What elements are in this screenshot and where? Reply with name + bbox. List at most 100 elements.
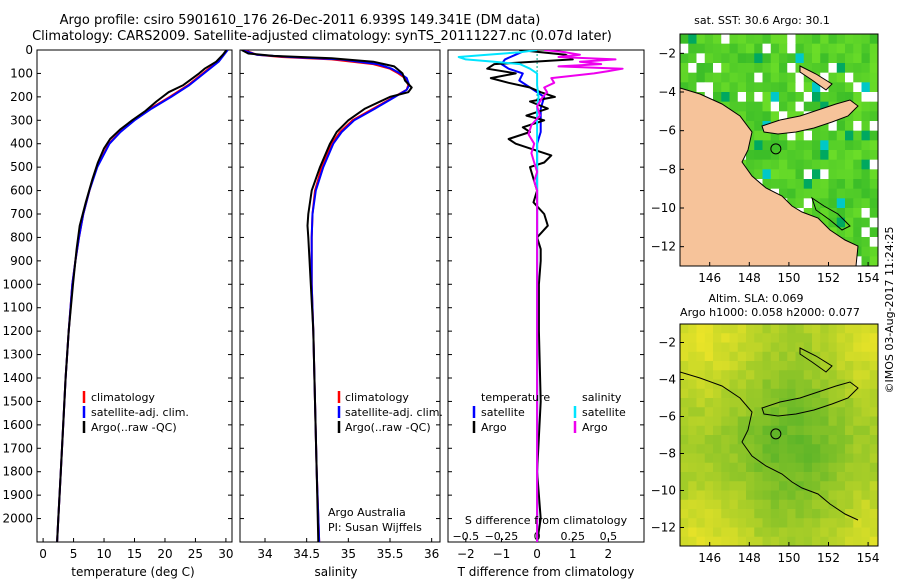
- heatmap-cell: [737, 63, 747, 74]
- heatmap-cell: [828, 342, 838, 353]
- heatmap-cell: [845, 227, 854, 238]
- heatmap-cell: [836, 92, 846, 103]
- heatmap-cell: [845, 518, 854, 528]
- heatmap-cell: [828, 72, 838, 83]
- heatmap-cell: [869, 481, 878, 491]
- sla-heatmap: [680, 324, 878, 546]
- heatmap-cell: [704, 333, 714, 343]
- heatmap-cell: [845, 416, 854, 427]
- heatmap-cell: [762, 453, 772, 464]
- heatmap-cell: [787, 499, 796, 510]
- heatmap-cell: [853, 198, 862, 209]
- heatmap-cell: [770, 34, 780, 45]
- legend-satellite-adj: satellite-adj. clim.: [91, 406, 189, 419]
- heatmap-cell: [869, 101, 878, 112]
- heatmap-cell: [845, 527, 854, 538]
- heatmap-cell: [787, 407, 796, 417]
- heatmap-cell: [869, 140, 878, 151]
- heatmap-cell: [853, 159, 862, 170]
- heatmap-cell: [869, 92, 878, 103]
- heatmap-cell: [787, 82, 796, 93]
- heatmap-cell: [803, 527, 813, 538]
- sla-map-panel: Altim. SLA: 0.069 Argo h1000: 0.058 h200…: [651, 292, 880, 565]
- heatmap-cell: [845, 208, 854, 219]
- heatmap-cell: [853, 34, 862, 45]
- heatmap-cell: [853, 527, 862, 538]
- sst-map-lat-axis: −2 −4 −6 −8 −10 −12: [651, 46, 684, 254]
- heatmap-cell: [746, 518, 755, 528]
- heatmap-cell: [704, 416, 714, 427]
- heatmap-cell: [696, 425, 706, 436]
- heatmap-cell: [746, 398, 755, 408]
- heatmap-cell: [828, 518, 838, 528]
- heatmap-cell: [845, 217, 854, 228]
- heatmap-cell: [853, 150, 862, 161]
- heatmap-cell: [795, 34, 805, 45]
- heatmap-cell: [836, 351, 846, 362]
- heatmap-cell: [696, 333, 706, 343]
- heatmap-cell: [853, 324, 862, 334]
- heatmap-cell: [721, 536, 730, 546]
- heatmap-cell: [853, 227, 862, 238]
- depth-tick-label: 1700: [2, 441, 33, 455]
- heatmap-cell: [779, 92, 788, 103]
- heatmap-cell: [845, 43, 854, 54]
- heatmap-cell: [845, 472, 854, 482]
- heatmap-cell: [869, 159, 878, 170]
- salinity-plot-frame: [239, 49, 441, 543]
- heatmap-cell: [853, 342, 862, 353]
- heatmap-cell: [861, 509, 871, 519]
- heatmap-cell: [729, 398, 739, 408]
- heatmap-cell: [853, 72, 862, 83]
- heatmap-cell: [861, 499, 871, 510]
- heatmap-cell: [754, 518, 763, 528]
- heatmap-cell: [803, 140, 813, 151]
- heatmap-cell: [680, 527, 689, 538]
- heatmap-cell: [721, 416, 730, 427]
- heatmap-cell: [704, 43, 714, 54]
- x-tick-label: 5: [70, 547, 78, 561]
- heatmap-cell: [770, 111, 780, 122]
- heatmap-cell: [803, 169, 813, 180]
- heatmap-cell: [861, 379, 871, 390]
- heatmap-cell: [770, 407, 780, 417]
- heatmap-cell: [779, 361, 788, 371]
- heatmap-cell: [762, 43, 772, 54]
- heatmap-cell: [853, 92, 862, 103]
- heatmap-cell: [746, 159, 755, 170]
- heatmap-cell: [680, 462, 689, 473]
- heatmap-cell: [795, 342, 805, 353]
- salinity-x-label: salinity: [314, 565, 357, 579]
- heatmap-cell: [762, 101, 772, 112]
- heatmap-cell: [762, 509, 772, 519]
- lon-tick-label: 146: [698, 551, 721, 565]
- heatmap-cell: [680, 342, 689, 353]
- heatmap-cell: [845, 536, 854, 546]
- heatmap-cell: [861, 208, 871, 219]
- heatmap-cell: [861, 527, 871, 538]
- heatmap-cell: [795, 188, 805, 199]
- heatmap-cell: [812, 361, 821, 371]
- heatmap-cell: [713, 453, 722, 464]
- heatmap-cell: [803, 43, 813, 54]
- heatmap-cell: [836, 159, 846, 170]
- heatmap-cell: [779, 370, 788, 380]
- heatmap-cell: [820, 188, 829, 199]
- heatmap-cell: [746, 92, 755, 103]
- heatmap-cell: [754, 130, 763, 141]
- heatmap-cell: [779, 388, 788, 399]
- heatmap-cell: [820, 499, 829, 510]
- heatmap-cell: [704, 82, 714, 93]
- heatmap-cell: [713, 351, 722, 362]
- heatmap-cell: [803, 63, 813, 74]
- heatmap-cell: [713, 416, 722, 427]
- salinity-x-axis: 34 34.5 35 35.5 36: [257, 538, 439, 561]
- heatmap-cell: [812, 324, 821, 334]
- heatmap-cell: [770, 324, 780, 334]
- heatmap-cell: [737, 462, 747, 473]
- heatmap-cell: [869, 43, 878, 54]
- heatmap-cell: [812, 43, 821, 54]
- heatmap-cell: [704, 72, 714, 83]
- depth-tick-label: 1500: [2, 394, 33, 408]
- heatmap-cell: [853, 361, 862, 371]
